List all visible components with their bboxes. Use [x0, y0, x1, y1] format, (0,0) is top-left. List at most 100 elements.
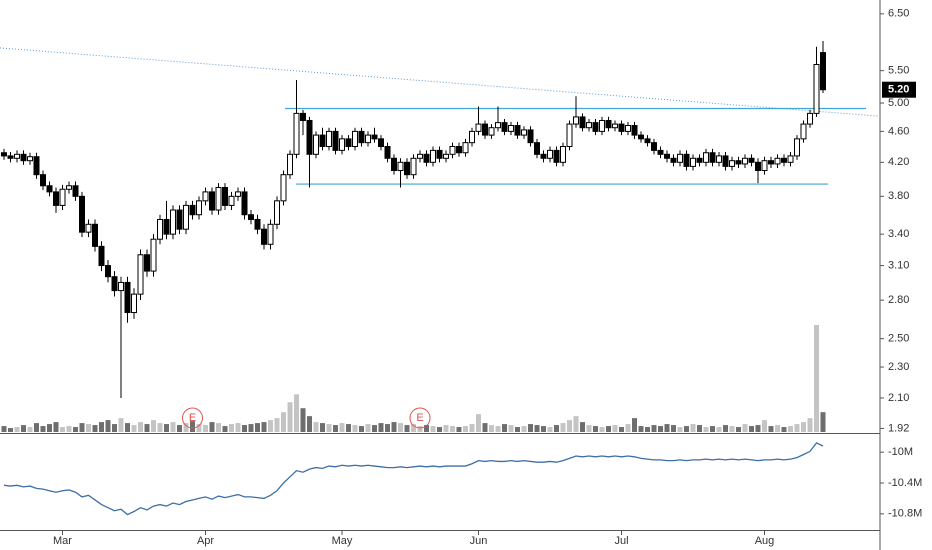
candle-body [618, 123, 625, 132]
candle-body [820, 52, 826, 91]
volume-bar [144, 424, 150, 432]
volume-bar [417, 426, 423, 432]
candle-body [267, 223, 274, 245]
x-tick-label: Apr [197, 535, 214, 547]
event-label: E [416, 412, 423, 424]
candle-body [332, 130, 339, 151]
candle-body [508, 125, 514, 132]
volume-bar [476, 414, 481, 432]
candle-body [397, 161, 404, 172]
candle-body [371, 134, 378, 140]
candle-body [748, 157, 755, 163]
volume-bar [697, 425, 702, 432]
volume-bar [138, 422, 143, 432]
volume-bar [515, 427, 520, 432]
volume-bar [27, 427, 33, 432]
volume-bar [781, 427, 787, 432]
volume-bar [690, 424, 696, 432]
candle-body [66, 185, 72, 190]
candle-body [228, 195, 235, 206]
candle-body [417, 153, 423, 159]
y-tick-label: 3.80 [888, 190, 909, 202]
candle-body [527, 129, 534, 144]
event-marker [182, 407, 203, 429]
candle-body [638, 134, 644, 140]
volume-bar [612, 425, 618, 432]
volume-bar [593, 426, 598, 432]
volume-bar [749, 426, 754, 432]
volume-bar [372, 425, 377, 432]
candle-body [378, 138, 384, 147]
volume-bar [534, 425, 540, 432]
volume-bar [313, 422, 319, 432]
y-tick-label: 6.50 [888, 8, 909, 20]
volume-bar [541, 426, 546, 432]
volume-bar [170, 422, 176, 432]
volume-bar [268, 420, 273, 432]
candle-body [124, 281, 131, 314]
volume-bar [560, 423, 566, 432]
price-tag-label: 5.20 [888, 84, 909, 96]
volume-bar [40, 426, 46, 432]
volume-bar [125, 423, 130, 432]
candle-body [664, 153, 670, 159]
volume-bar [567, 420, 572, 432]
candle-body [521, 129, 527, 136]
candle-body [716, 155, 722, 163]
candle-body [449, 145, 456, 155]
volume-bar [586, 425, 592, 432]
candle-body [1, 152, 7, 157]
volume-bar [625, 424, 631, 432]
candle-body [423, 153, 430, 163]
candle-body [456, 145, 462, 154]
volume-bar [112, 424, 117, 432]
trendline [0, 47, 881, 117]
volume-bar [502, 424, 507, 432]
candle-body [599, 119, 605, 132]
candle-body [352, 130, 358, 147]
volume-bar [151, 420, 156, 432]
candle-body [807, 112, 813, 125]
volume-bar [333, 425, 338, 432]
y-tick-label: -10.4M [888, 477, 922, 489]
volume-bar [66, 426, 72, 432]
y-tick-label: -10.8M [888, 508, 922, 520]
candle-body [501, 122, 508, 132]
candle-body [14, 153, 20, 159]
volume-bar [320, 423, 325, 432]
candle-body [755, 161, 761, 172]
candle-body [144, 254, 150, 272]
candle-body [345, 138, 352, 147]
y-tick-label: 4.60 [888, 125, 909, 137]
candle-body [566, 123, 573, 147]
candle-body [391, 157, 397, 172]
volume-bar [196, 424, 202, 432]
candle-body [196, 200, 202, 216]
volume-bar [645, 427, 650, 432]
candle-body [313, 134, 319, 155]
volume-bar [385, 424, 390, 432]
volume-bar [788, 426, 793, 432]
volume-bar [1, 426, 7, 432]
volume-bar [547, 427, 553, 432]
volume-bar [404, 425, 410, 432]
candle-body [131, 293, 137, 314]
volume-bar [222, 426, 228, 432]
volume-bar [131, 425, 137, 432]
candle-body [118, 281, 124, 292]
candle-body [475, 123, 482, 132]
x-tick-label: May [332, 535, 353, 547]
candle-body [729, 160, 735, 167]
y-tick-label: 2.50 [888, 333, 909, 345]
volume-bar [528, 424, 533, 432]
candle-body [644, 138, 651, 144]
volume-bar [235, 423, 241, 432]
volume-bar [53, 422, 59, 432]
candle-body [72, 185, 79, 197]
candle-body [436, 149, 443, 159]
candle-body [781, 157, 787, 163]
candle-body [683, 153, 690, 167]
volume-bar [723, 425, 728, 432]
volume-bar [814, 325, 819, 432]
volume-bar [482, 423, 488, 432]
